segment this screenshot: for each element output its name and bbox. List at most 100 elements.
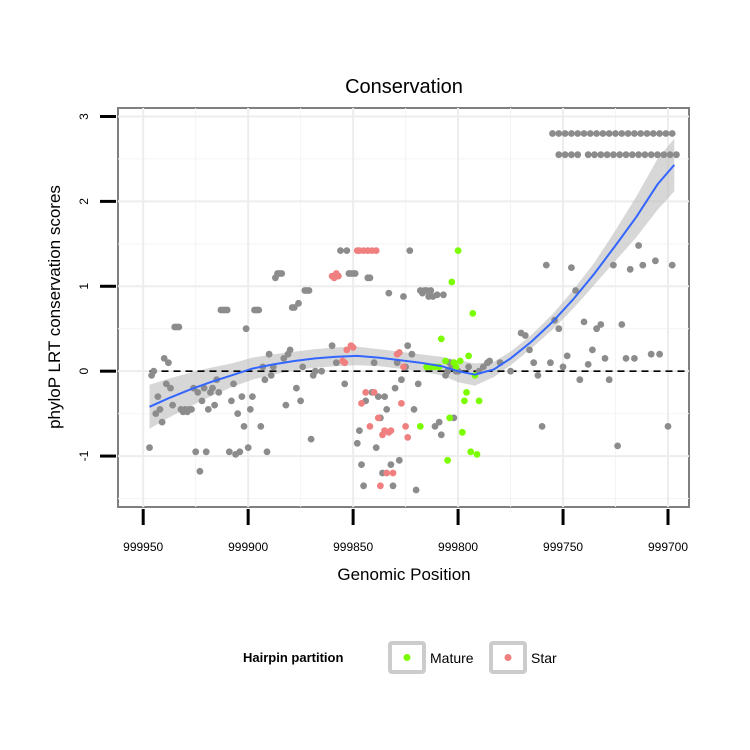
other-point [673,151,680,159]
other-point [230,380,237,388]
legend-item-mature: Mature [388,641,474,674]
other-point [647,350,655,358]
other-point [643,130,651,137]
other-point [580,130,588,137]
other-point [374,393,382,400]
other-point [568,151,575,159]
other-point [223,306,231,314]
other-point [563,352,571,360]
other-point [156,406,164,413]
other-point [586,130,594,137]
confidence-ribbon-layer [149,138,675,429]
other-point [370,359,378,367]
other-point [305,287,313,294]
other-point [398,376,405,384]
other-point [165,359,172,367]
other-point [278,270,286,277]
mature-point [437,335,445,343]
other-point [228,397,235,405]
star-point [362,389,370,396]
other-point [622,355,630,362]
y-tick-label: -1 [77,450,91,461]
other-point [668,130,676,137]
x-tick-label: 999900 [228,540,268,554]
other-point [555,151,563,159]
other-point [408,350,416,358]
other-point [561,151,569,159]
other-point [200,384,208,392]
other-point [597,151,605,159]
mature-point [475,397,483,405]
mature-point [456,357,464,365]
other-point [631,130,638,137]
other-point [204,406,212,413]
other-point [603,151,611,159]
other-point [605,376,613,384]
other-point [612,130,619,137]
other-point [538,423,546,430]
mature-point [442,357,449,365]
mature-point [461,397,468,405]
other-point [479,363,487,371]
other-point [389,482,397,490]
other-point [589,346,596,354]
mature-point [452,363,460,371]
other-point [267,372,275,379]
other-point [534,372,542,379]
other-point [360,482,367,490]
mature-point [448,278,456,286]
other-point [507,367,514,375]
other-point [175,323,183,331]
other-point [662,130,670,137]
other-point [656,130,663,137]
other-point [160,355,168,362]
other-point [559,363,567,371]
other-point [337,247,344,255]
mature-point [467,448,475,456]
other-point [290,304,298,311]
mature-point [458,428,466,436]
other-point [192,448,200,456]
mature-point [469,310,477,317]
other-point [433,291,441,299]
legend-label-star: Star [531,650,557,666]
other-point [601,355,609,362]
y-tick-label: 1 [77,283,91,290]
other-point [526,346,533,354]
plot-panel [117,107,690,508]
other-point [198,397,206,405]
other-point [318,367,325,375]
other-point [549,130,556,137]
mature-point [446,414,454,422]
other-point [668,261,676,269]
other-point [465,363,472,371]
x-axis-title: Genomic Position [337,565,470,584]
other-point [391,384,399,392]
other-point [572,287,579,294]
other-point [576,376,584,384]
x-tick-label: 999800 [438,540,478,554]
other-point [167,384,174,392]
other-point [383,406,391,413]
star-point [400,363,407,371]
other-point [341,380,349,388]
mature-point [444,456,451,464]
star-point [370,389,378,396]
other-point [427,287,435,294]
x-tick-label: 999950 [123,540,163,554]
other-point [580,318,588,326]
other-point [599,130,607,137]
other-point [196,467,204,475]
other-point [381,393,388,400]
y-tick-label: 3 [77,113,91,120]
mature-point [463,389,470,396]
star-point [398,400,405,407]
axes: 999950 999900 999850 999800 999750 999700 -1 0 1… [77,113,688,554]
other-point [328,342,336,350]
other-point [246,406,254,413]
other-point [414,380,422,388]
other-point [299,363,307,371]
other-point [666,151,674,159]
legend-label-mature: Mature [430,650,474,666]
